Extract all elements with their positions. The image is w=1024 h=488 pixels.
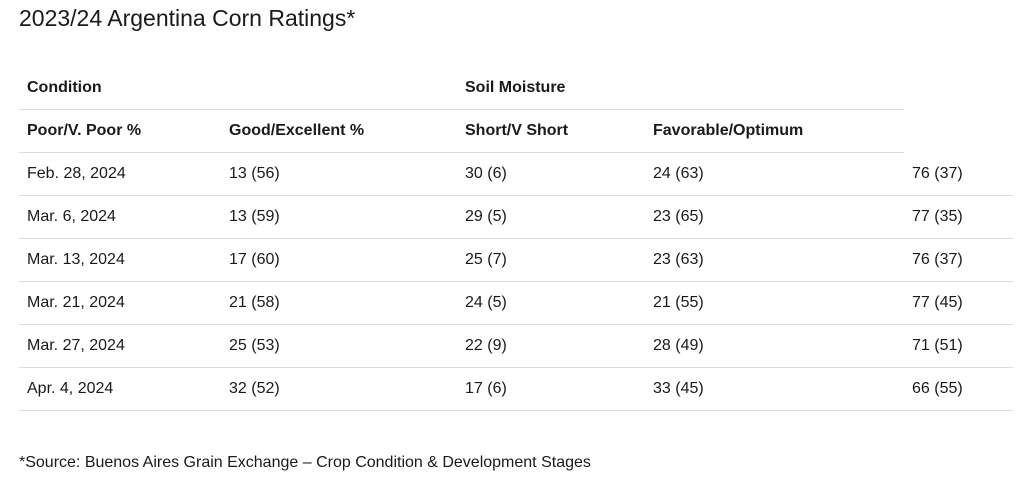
column-header-favorable: Favorable/Optimum [653, 122, 804, 139]
row-value: 29 (5) [465, 208, 507, 225]
row-value: 13 (56) [229, 165, 280, 182]
page-title: 2023/24 Argentina Corn Ratings* [19, 5, 356, 31]
row-value: 23 (63) [653, 251, 704, 268]
row-value: 32 (52) [229, 380, 280, 397]
row-value: 71 (51) [912, 337, 963, 354]
row-value: 17 (60) [229, 251, 280, 268]
table-row: Mar. 13, 2024 17 (60) 25 (7) 23 (63) 76 … [19, 239, 1013, 282]
row-date: Mar. 6, 2024 [27, 208, 116, 225]
column-header-poor: Poor/V. Poor % [27, 122, 142, 139]
row-value: 24 (5) [465, 294, 507, 311]
row-date: Mar. 21, 2024 [27, 294, 125, 311]
column-header-row: Poor/V. Poor % Good/Excellent % Short/V … [19, 110, 904, 153]
group-header-row: Condition Soil Moisture [19, 67, 904, 110]
column-header-good: Good/Excellent % [229, 122, 365, 139]
row-value: 21 (55) [653, 294, 704, 311]
row-value: 23 (65) [653, 208, 704, 225]
column-header-short: Short/V Short [465, 122, 569, 139]
row-value: 76 (37) [912, 165, 963, 182]
table-row: Mar. 6, 2024 13 (59) 29 (5) 23 (65) 77 (… [19, 196, 1013, 239]
row-value: 24 (63) [653, 165, 704, 182]
row-value: 28 (49) [653, 337, 704, 354]
table-row: Mar. 27, 2024 25 (53) 22 (9) 28 (49) 71 … [19, 325, 1013, 368]
row-value: 25 (53) [229, 337, 280, 354]
row-date: Apr. 4, 2024 [27, 380, 114, 397]
group-header-soil-moisture: Soil Moisture [465, 79, 566, 96]
row-value: 13 (59) [229, 208, 280, 225]
row-value: 30 (6) [465, 165, 507, 182]
row-value: 77 (35) [912, 208, 963, 225]
row-value: 76 (37) [912, 251, 963, 268]
row-date: Mar. 13, 2024 [27, 251, 125, 268]
table-row: Mar. 21, 2024 21 (58) 24 (5) 21 (55) 77 … [19, 282, 1013, 325]
row-value: 33 (45) [653, 380, 704, 397]
table-row: Apr. 4, 2024 32 (52) 17 (6) 33 (45) 66 (… [19, 368, 1013, 411]
source-footnote: *Source: Buenos Aires Grain Exchange – C… [19, 454, 591, 471]
row-value: 66 (55) [912, 380, 963, 397]
group-header-condition: Condition [27, 79, 102, 96]
table-row: Feb. 28, 2024 13 (56) 30 (6) 24 (63) 76 … [19, 153, 1013, 196]
row-value: 17 (6) [465, 380, 507, 397]
row-value: 77 (45) [912, 294, 963, 311]
row-value: 25 (7) [465, 251, 507, 268]
ratings-table: Condition Soil Moisture Poor/V. Poor % G… [19, 67, 1013, 411]
row-value: 21 (58) [229, 294, 280, 311]
row-value: 22 (9) [465, 337, 507, 354]
row-date: Mar. 27, 2024 [27, 337, 125, 354]
row-date: Feb. 28, 2024 [27, 165, 126, 182]
